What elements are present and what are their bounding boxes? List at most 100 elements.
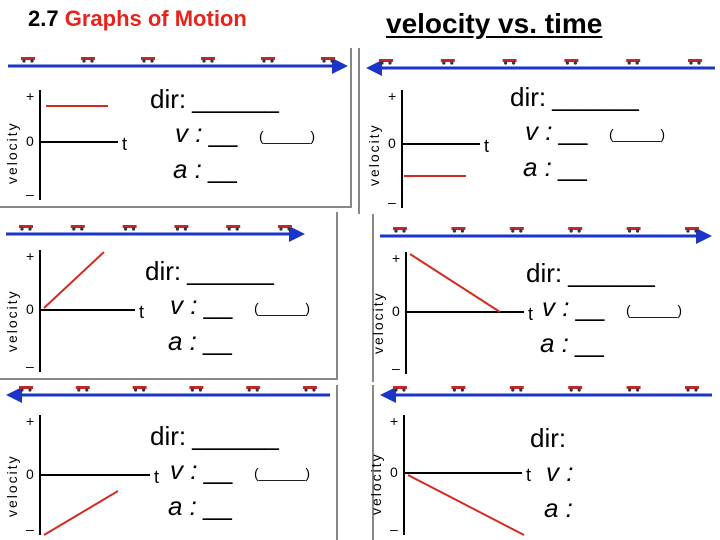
wheel-icon — [270, 59, 274, 63]
plus-label: + — [26, 88, 35, 104]
wheel-icon — [694, 388, 698, 392]
car-marker-icon — [451, 227, 466, 230]
car-marker-icon — [226, 225, 241, 228]
v-direction-blank: (______) — [254, 300, 311, 316]
wheel-icon — [569, 229, 573, 233]
wheel-icon — [190, 388, 194, 392]
wheel-icon — [227, 227, 231, 231]
car-marker-icon — [174, 225, 189, 228]
wheel-icon — [394, 388, 398, 392]
car-marker-icon — [379, 59, 393, 62]
dir-label: dir: — [526, 258, 563, 288]
v-blank: __ — [208, 118, 238, 148]
arrow-head-icon — [332, 58, 348, 74]
y-axis-label: velocity — [4, 454, 20, 517]
car-marker-icon — [393, 386, 407, 389]
car-marker-icon — [393, 227, 407, 230]
car-marker-icon — [440, 59, 455, 62]
wheel-icon — [183, 227, 187, 231]
v-label: v : — [170, 290, 198, 320]
v-direction-blank: (______) — [254, 465, 311, 481]
a-blank: __ — [202, 326, 232, 356]
wheel-icon — [150, 59, 154, 63]
a-blank: __ — [207, 154, 237, 184]
t-label: t — [526, 465, 532, 485]
v-prompt: v : __ — [542, 294, 604, 320]
car-marker-icon — [568, 386, 583, 389]
wheel-icon — [569, 388, 573, 392]
car-marker-icon — [685, 386, 699, 389]
wheel-icon — [124, 227, 128, 231]
dir-label: dir: — [510, 82, 547, 112]
arrow-head-icon — [289, 226, 305, 242]
wheel-icon — [142, 59, 146, 63]
dir-label: dir: — [145, 256, 182, 286]
car-marker-icon — [626, 386, 641, 389]
wheel-icon — [689, 61, 693, 65]
wheel-icon — [452, 388, 456, 392]
wheel-icon — [636, 229, 640, 233]
car-marker-icon — [626, 227, 641, 230]
v-direction-blank: (______) — [626, 302, 683, 318]
wheel-icon — [460, 229, 464, 233]
a-prompt: a : __ — [168, 493, 232, 519]
minus-label: – — [390, 521, 398, 537]
a-prompt: a : __ — [173, 156, 237, 182]
dir-blank: ______ — [192, 84, 279, 114]
a-blank: __ — [202, 491, 232, 521]
car-marker-icon — [568, 227, 583, 230]
wheel-icon — [512, 61, 516, 65]
wheel-icon — [304, 388, 308, 392]
graph-svg — [6, 225, 305, 372]
dir-label: dir: — [530, 423, 567, 453]
dir-blank: ______ — [192, 421, 279, 451]
wheel-icon — [452, 229, 456, 233]
car-marker-icon — [261, 57, 275, 60]
y-axis-label: velocity — [4, 289, 20, 352]
car-marker-icon — [21, 57, 35, 60]
car-marker-icon — [189, 386, 204, 389]
zero-label: 0 — [26, 301, 34, 317]
v-blank: __ — [558, 116, 588, 146]
t-label: t — [154, 467, 160, 487]
t-label: t — [484, 136, 490, 156]
wheel-icon — [30, 59, 34, 63]
plus-label: + — [390, 413, 399, 429]
wheel-icon — [28, 388, 32, 392]
section-number: 2.7 — [28, 6, 59, 31]
wheel-icon — [519, 388, 523, 392]
wheel-icon — [627, 61, 631, 65]
v-prompt: v : __ — [170, 457, 232, 483]
v-label: v : — [170, 455, 198, 485]
a-prompt: a : __ — [540, 330, 604, 356]
wheel-icon — [511, 388, 515, 392]
wheel-icon — [279, 227, 283, 231]
arrow-head-icon — [6, 387, 22, 403]
graph-svg — [366, 59, 715, 208]
a-label: a : — [540, 328, 569, 358]
plus-label: + — [388, 88, 397, 104]
plus-label: + — [392, 250, 401, 266]
car-marker-icon — [19, 386, 33, 389]
car-marker-icon — [509, 386, 524, 389]
dir-prompt: dir: ______ — [145, 258, 274, 284]
wheel-icon — [175, 227, 179, 231]
wheel-icon — [20, 388, 24, 392]
car-marker-icon — [246, 386, 261, 389]
car-marker-icon — [75, 386, 90, 389]
graph-panel-3: velocity +0 – t dir: ______ v : __ (______) a : __ — [0, 212, 338, 380]
wheel-icon — [255, 388, 259, 392]
dir-prompt: dir: ______ — [150, 423, 279, 449]
v-prompt: v : __ — [525, 118, 587, 144]
v-label: v : — [525, 116, 553, 146]
graph-panel-5: velocity +0 – t dir: ______ v : __ (______) a : __ — [0, 385, 338, 540]
wheel-icon — [142, 388, 146, 392]
dir-blank: ______ — [187, 256, 274, 286]
car-marker-icon — [688, 59, 702, 62]
graph-panel-6: velocity +0 – t dir: v : a : — [368, 385, 720, 540]
graph-svg — [8, 57, 348, 200]
minus-label: – — [26, 186, 34, 202]
dir-prompt: dir: ______ — [150, 86, 279, 112]
section-topic: Graphs of Motion — [64, 6, 247, 31]
zero-label: 0 — [388, 135, 396, 151]
